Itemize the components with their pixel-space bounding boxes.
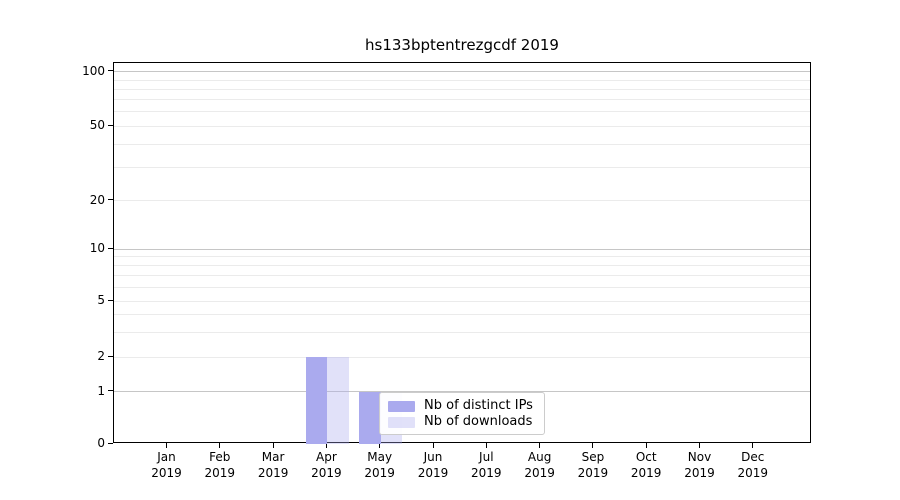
- chart-title: hs133bptentrezgcdf 2019: [365, 36, 559, 54]
- legend-item-downloads: Nb of downloads: [388, 414, 536, 430]
- y-gridline-80: [114, 88, 810, 90]
- y-tick-20: [108, 199, 113, 201]
- y-gridline-10: [114, 248, 810, 250]
- x-tick-label-jun: Jun 2019: [417, 450, 449, 480]
- y-gridline-3: [114, 331, 810, 333]
- bar-distinct-ips-may: [359, 391, 381, 444]
- x-tick-label-feb: Feb 2019: [204, 450, 236, 480]
- x-tick-mar: [272, 443, 274, 448]
- x-tick-apr: [325, 443, 327, 448]
- legend-swatch-distinct-ips: [388, 400, 415, 412]
- legend-item-distinct-ips: Nb of distinct IPs: [388, 398, 536, 414]
- bar-downloads-apr: [327, 357, 349, 444]
- y-gridline-7: [114, 275, 810, 277]
- x-tick-label-may: May 2019: [364, 450, 395, 480]
- y-tick-10: [108, 247, 113, 249]
- y-gridline-100: [114, 71, 810, 73]
- bar-distinct-ips-apr: [305, 357, 328, 444]
- plot-area: [113, 62, 811, 444]
- x-tick-oct: [645, 443, 647, 448]
- y-gridline-90: [114, 79, 810, 81]
- y-gridline-4: [114, 314, 810, 316]
- y-gridline-50: [114, 125, 810, 127]
- y-gridline-9: [114, 256, 810, 258]
- y-gridline-60: [114, 111, 810, 113]
- y-tick-label-50: 50: [89, 118, 105, 133]
- x-tick-label-apr: Apr 2019: [311, 450, 342, 480]
- y-tick-0: [108, 442, 113, 444]
- y-tick-label-5: 5: [97, 293, 105, 307]
- y-gridline-70: [114, 99, 810, 101]
- x-tick-label-aug: Aug 2019: [524, 450, 555, 480]
- y-tick-label-2: 2: [97, 349, 105, 364]
- x-tick-dec: [752, 443, 754, 448]
- y-tick-label-1: 1: [97, 383, 105, 398]
- y-gridline-20: [114, 200, 810, 202]
- x-tick-aug: [539, 443, 541, 448]
- x-tick-feb: [219, 443, 221, 448]
- y-gridline-2: [114, 356, 810, 358]
- x-tick-may: [379, 443, 381, 448]
- legend-label-downloads: Nb of downloads: [424, 414, 533, 429]
- y-gridline-40: [114, 143, 810, 145]
- y-tick-50: [108, 124, 113, 126]
- x-tick-label-jul: Jul 2019: [471, 450, 502, 480]
- y-tick-label-100: 100: [82, 63, 105, 78]
- x-tick-jan: [166, 443, 167, 448]
- y-gridline-8: [114, 265, 810, 267]
- x-tick-label-sep: Sep 2019: [577, 450, 609, 480]
- x-tick-jun: [432, 443, 434, 448]
- x-tick-jul: [485, 443, 487, 448]
- y-tick-label-10: 10: [89, 241, 105, 255]
- y-tick-1: [108, 390, 113, 392]
- x-tick-label-dec: Dec 2019: [737, 450, 769, 480]
- x-tick-label-mar: Mar 2019: [257, 450, 289, 480]
- legend-label-distinct-ips: Nb of distinct IPs: [424, 398, 533, 413]
- y-gridline-6: [114, 286, 810, 288]
- y-gridline-30: [114, 167, 810, 169]
- y-tick-label-0: 0: [97, 436, 105, 450]
- y-tick-label-20: 20: [89, 192, 105, 207]
- x-tick-label-oct: Oct 2019: [630, 450, 662, 480]
- y-tick-2: [108, 355, 113, 357]
- x-tick-nov: [699, 443, 700, 448]
- y-tick-5: [108, 299, 113, 301]
- x-tick-sep: [592, 443, 594, 448]
- y-gridline-1: [114, 391, 810, 393]
- x-tick-label-jan: Jan 2019: [151, 450, 182, 480]
- y-tick-100: [108, 70, 113, 72]
- x-tick-label-nov: Nov 2019: [684, 450, 715, 480]
- legend-swatch-downloads: [388, 416, 415, 428]
- y-gridline-5: [114, 300, 810, 302]
- legend: Nb of distinct IPs Nb of downloads: [379, 392, 545, 435]
